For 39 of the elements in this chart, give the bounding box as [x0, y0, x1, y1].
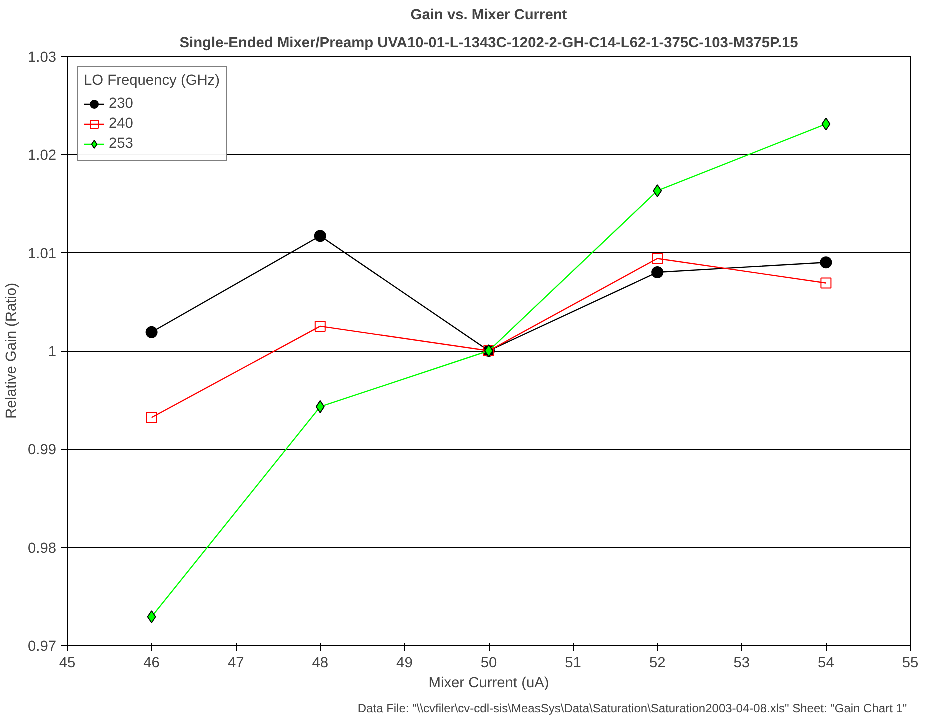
x-tick-label: 54: [818, 656, 834, 672]
point: [822, 118, 831, 131]
point: [820, 278, 832, 289]
x-tick-label: 50: [480, 656, 498, 672]
point: [314, 320, 326, 332]
x-tick-label: 48: [312, 656, 329, 672]
legend-title: LO Frequency (GHz): [84, 73, 220, 89]
y-tick-label: 0.99: [28, 442, 57, 459]
point: [316, 400, 325, 414]
x-tick-label: 51: [565, 656, 582, 672]
x-tick-label: 49: [396, 656, 413, 672]
y-tick-label: 0.97: [28, 639, 57, 655]
y-tick-label: 1.03: [28, 50, 57, 66]
y-axis-title: Relative Gain (Ratio): [4, 282, 20, 420]
point: [146, 326, 158, 338]
y-tick-label: 1.02: [28, 148, 57, 164]
point: [147, 610, 156, 624]
y-tick-label: 1: [48, 344, 57, 360]
x-tick-label: 52: [649, 656, 666, 672]
x-tick-label: 53: [734, 656, 750, 672]
x-tick-label: 47: [228, 656, 244, 672]
chart-title: Gain vs. Mixer Current: [410, 8, 568, 24]
point: [146, 412, 158, 424]
text: Data File: "\\cvfiler\cv-cdl-sis\MeasSys\Data\Saturation\Saturation2003-04-08.xls" Sheet: "Gain Chart 1": [358, 702, 908, 716]
point: [653, 184, 662, 198]
legend-label: 230: [109, 96, 134, 112]
point: [652, 253, 664, 264]
chart-subtitle: Single-Ended Mixer/Preamp UVA10-01-L-1343C-1202-2-GH-C14-L62-1-375C-103-M375P.15: [180, 36, 798, 52]
point: [820, 256, 832, 269]
y-tick-label: 1.01: [28, 246, 57, 262]
point: [314, 230, 326, 242]
x-tick-label: 55: [902, 656, 919, 672]
x-tick-label: 46: [144, 656, 160, 672]
point: [652, 266, 664, 278]
x-axis-title: Mixer Current (uA): [428, 676, 550, 692]
legend-label: 240: [109, 116, 134, 132]
legend-label: 253: [109, 136, 134, 152]
x-tick-label: 45: [59, 656, 76, 672]
y-tick-label: 0.98: [28, 540, 57, 557]
